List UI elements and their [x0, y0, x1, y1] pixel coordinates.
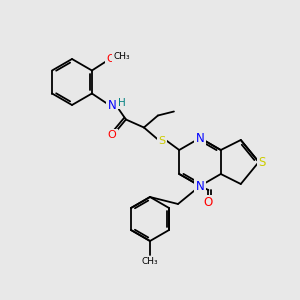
Text: N: N: [196, 131, 204, 145]
Text: CH₃: CH₃: [114, 52, 130, 61]
Text: CH₃: CH₃: [142, 257, 158, 266]
Text: O: O: [107, 130, 116, 140]
Text: S: S: [258, 155, 266, 169]
Text: O: O: [106, 53, 115, 64]
Text: S: S: [158, 136, 166, 146]
Text: N: N: [107, 99, 116, 112]
Text: H: H: [118, 98, 126, 107]
Text: N: N: [196, 179, 204, 193]
Text: O: O: [204, 196, 213, 209]
